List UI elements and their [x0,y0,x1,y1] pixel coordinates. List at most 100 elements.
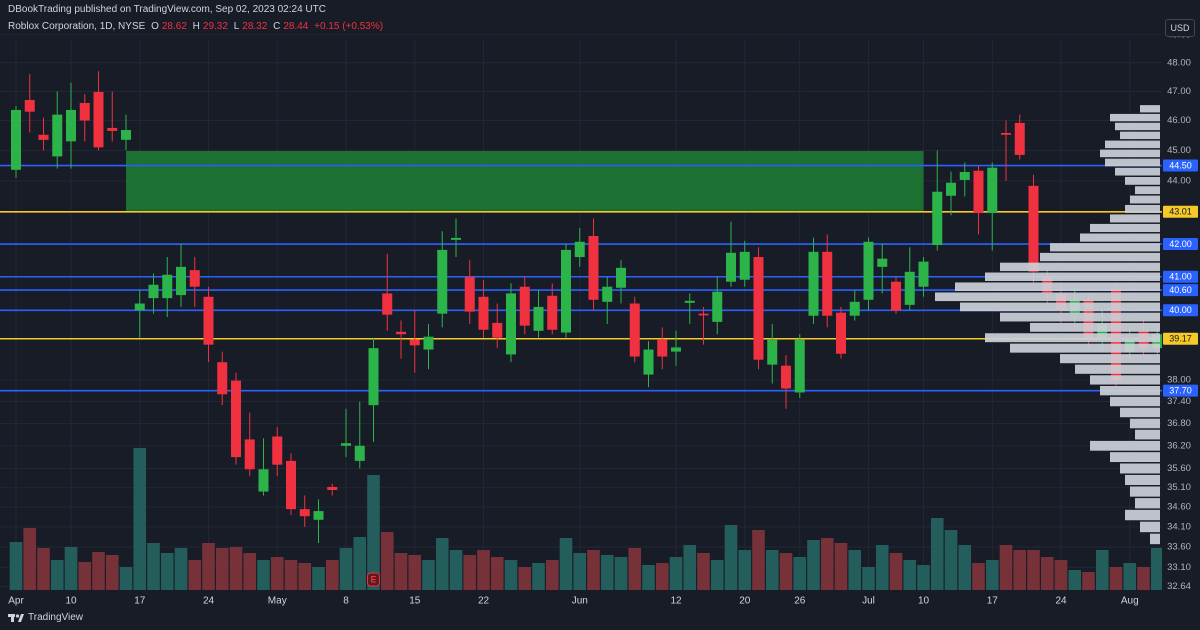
x-tick-label: 10 [65,596,77,607]
level-label: 37.70 [1169,386,1192,396]
candle-body [643,349,654,375]
volume-profile-row [1090,223,1160,233]
volume-bar [174,548,188,590]
volume-bar [518,567,532,590]
volume-profile-row [1010,343,1160,353]
candle-body [79,102,90,121]
volume-bar [147,543,160,590]
x-tick-label: 26 [794,596,806,607]
y-tick-label: 46.00 [1167,115,1191,126]
candle-body [932,191,943,246]
volume-bar [202,543,215,590]
candle-body [217,362,228,395]
volume-bar [903,560,917,590]
x-tick-label: Jun [572,596,588,607]
volume-bar [353,537,367,590]
x-tick-label: Apr [8,596,24,607]
volume-profile-row [1130,195,1160,204]
ohlc-key: C [273,21,281,32]
candle-body [189,270,200,287]
volume-profile-row [1030,322,1160,332]
volume-profile-row [1130,486,1160,497]
candle-body [299,509,310,517]
candle-body [822,251,833,316]
ohlc-value: 28.32 [242,21,268,32]
candle-body [464,276,475,312]
candle-body [1028,185,1039,272]
level-label: 44.50 [1169,160,1192,170]
volume-bar [724,525,738,590]
candle-body [533,306,544,331]
volume-profile-row [1050,243,1160,252]
candle-body [423,336,434,350]
volume-bar [188,560,202,590]
volume-bar [697,553,710,590]
volume-bar [1082,572,1095,590]
volume-profile-row [1090,440,1160,451]
candle-body [739,251,750,280]
time-axis [0,592,1200,610]
currency-button[interactable]: USD [1165,19,1195,37]
ohlc-value: 28.44 [283,21,309,32]
candle-body [272,436,283,465]
level-label: 41.00 [1169,272,1192,282]
volume-bar [958,545,972,590]
candle-body [959,171,970,180]
volume-bar [380,532,394,590]
candle-body [176,266,186,296]
volume-profile-row [1135,498,1160,509]
volume-profile-row [1140,521,1160,533]
volume-profile-row [1110,396,1160,407]
footer: TradingView [8,612,83,623]
candle-body [107,127,118,131]
volume-profile-row [1125,204,1160,213]
volume-profile-row [1000,312,1160,322]
x-tick-label: 22 [478,596,490,607]
y-tick-label: 35.60 [1167,463,1191,474]
x-tick-label: 17 [134,596,146,607]
volume-bar [807,540,820,590]
ohlc-key: L [233,21,240,32]
y-tick-label: 48.00 [1167,57,1191,68]
candle-body [11,109,21,170]
volume-bar [779,553,793,590]
candle-body [671,347,681,352]
candle-body [1001,132,1011,135]
candle-body [973,170,984,214]
candle-body [313,511,324,520]
volume-bar [64,547,78,590]
volume-bar [257,560,270,590]
volume-bar [985,560,999,590]
candle-body [863,241,874,300]
volume-bar [9,542,23,590]
change: +0.15 (+0.53%) [314,21,384,32]
volume-bar [655,563,669,590]
y-tick-label: 34.60 [1167,502,1191,513]
volume-bar [972,563,985,590]
volume-bar [1040,557,1054,590]
volume-profile-row [1130,418,1160,429]
candle-body [657,339,668,357]
volume-bar [119,567,133,590]
candle-body [38,134,49,140]
candle-body [684,300,695,303]
candle-body [918,261,929,287]
candle-body [203,296,214,345]
candle-body [409,339,420,346]
volume-bar [504,560,518,590]
volume-profile-row [1060,354,1160,364]
volume-bar [477,550,490,590]
volume-profile-row [1040,252,1160,262]
candle-body [547,295,558,330]
ohlc-key: O [151,21,159,32]
volume-profile-row [1125,509,1160,521]
volume-bar [862,567,875,590]
candle-body [946,182,956,196]
volume-bar [422,560,435,590]
candle-body [698,313,709,316]
y-tick-label: 32.64 [1167,581,1191,592]
candle-body [52,114,63,157]
volume-bar [133,448,147,590]
candle-body [849,301,860,316]
candle-body [121,130,131,140]
